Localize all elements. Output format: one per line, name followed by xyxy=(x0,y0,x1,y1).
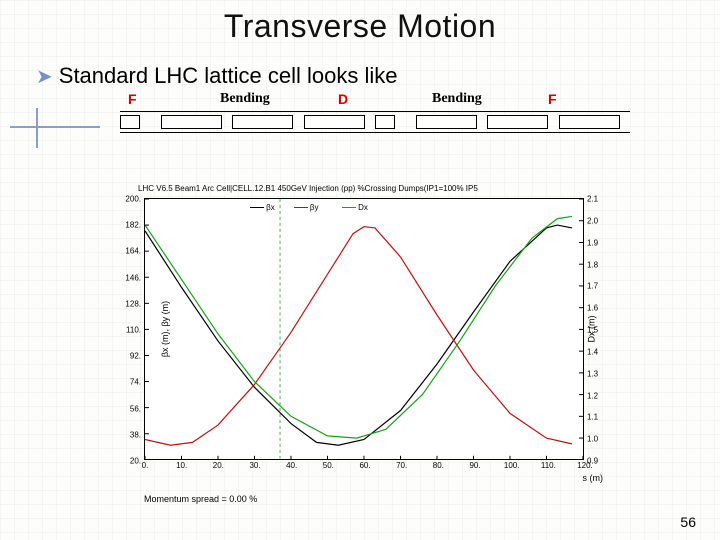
label-F1: F xyxy=(128,91,137,107)
slide-ornament xyxy=(10,108,100,158)
y-tick: 164. xyxy=(117,247,145,256)
magnet-segment xyxy=(304,115,365,129)
x-tick: 110. xyxy=(541,459,556,470)
bullet-row: ➤ Standard LHC lattice cell looks like xyxy=(0,45,720,89)
y-tick: 38. xyxy=(117,430,145,439)
y-tick: 56. xyxy=(117,404,145,413)
fdf-labels: F Bending D Bending F xyxy=(0,91,720,109)
x-tick: 90. xyxy=(469,459,480,470)
bullet-text: Standard LHC lattice cell looks like xyxy=(59,63,398,89)
beta-function-chart: LHC V6.5 Beam1 Arc Cell|CELL.12.B1 450Ge… xyxy=(108,190,618,500)
x-axis-label: s (m) xyxy=(583,473,604,483)
x-tick: 0. xyxy=(142,459,149,470)
page-number: 56 xyxy=(680,514,696,530)
y2-tick: 1.7 xyxy=(583,282,598,291)
legend-entry: βx xyxy=(250,203,275,212)
magnet-segment xyxy=(120,115,140,129)
y2-tick: 1.3 xyxy=(583,369,598,378)
chart-footer: Momentum spread = 0.00 % xyxy=(144,494,257,504)
label-F2: F xyxy=(548,91,557,107)
x-tick: 30. xyxy=(249,459,260,470)
y-tick: 200. xyxy=(117,195,145,204)
label-D: D xyxy=(338,91,348,107)
y-tick: 128. xyxy=(117,299,145,308)
legend-entry: βy xyxy=(294,203,319,212)
label-bending-1: Bending xyxy=(220,91,270,107)
y2-tick: 1.8 xyxy=(583,260,598,269)
chevron-icon: ➤ xyxy=(36,64,53,89)
magnet-segment xyxy=(559,115,620,129)
plot-area: βx (m), βy (m) Dx (m) s (m) βxβyDx 20.38… xyxy=(144,198,584,460)
y-axis-label: βx (m), βy (m) xyxy=(160,301,170,357)
x-tick: 40. xyxy=(286,459,297,470)
y2-tick: 1.5 xyxy=(583,326,598,335)
magnet-segment xyxy=(487,115,548,129)
label-bending-2: Bending xyxy=(432,91,482,107)
x-tick: 80. xyxy=(433,459,444,470)
series-curve xyxy=(145,225,572,445)
x-tick: 10. xyxy=(176,459,187,470)
x-tick: 60. xyxy=(359,459,370,470)
x-tick: 70. xyxy=(396,459,407,470)
x-tick: 120. xyxy=(577,459,593,470)
lattice-schematic xyxy=(120,111,630,133)
series-curve xyxy=(145,227,572,446)
chart-curves xyxy=(145,199,583,460)
y-tick: 146. xyxy=(117,273,145,282)
magnet-segment xyxy=(161,115,222,129)
y2-tick: 1.6 xyxy=(583,304,598,313)
y2-tick: 2.1 xyxy=(583,195,598,204)
y2-tick: 2.0 xyxy=(583,216,598,225)
y-tick: 74. xyxy=(117,378,145,387)
y2-tick: 1.4 xyxy=(583,347,598,356)
chart-title: LHC V6.5 Beam1 Arc Cell|CELL.12.B1 450Ge… xyxy=(108,184,618,193)
x-tick: 100. xyxy=(504,459,520,470)
page-title: Transverse Motion xyxy=(0,0,720,45)
y2-tick: 1.0 xyxy=(583,435,598,444)
magnet-segment xyxy=(416,115,477,129)
y2-tick: 1.9 xyxy=(583,238,598,247)
magnet-segment xyxy=(375,115,395,129)
y-tick: 92. xyxy=(117,352,145,361)
x-tick: 50. xyxy=(323,459,334,470)
y-tick: 182. xyxy=(117,221,145,230)
y2-tick: 1.2 xyxy=(583,391,598,400)
legend-entry: Dx xyxy=(342,203,368,212)
y2-tick: 1.1 xyxy=(583,413,598,422)
x-tick: 20. xyxy=(213,459,224,470)
y-tick: 110. xyxy=(117,326,145,335)
magnet-segment xyxy=(232,115,293,129)
